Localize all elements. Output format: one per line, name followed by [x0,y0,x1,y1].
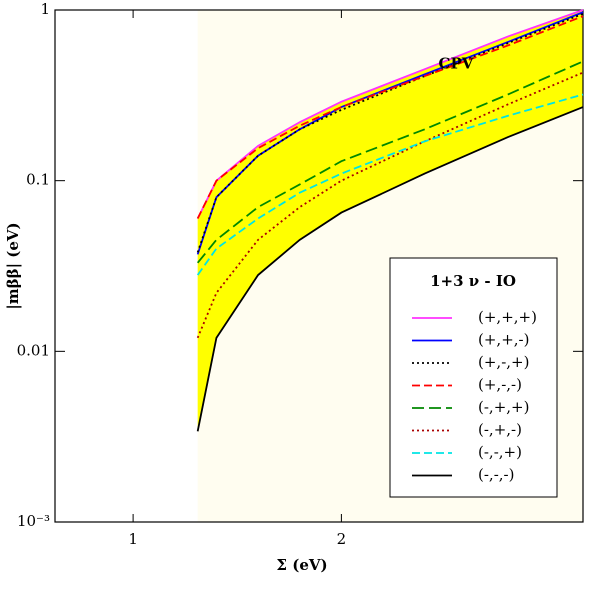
series-line [196,11,584,255]
plot-frame [54,9,584,523]
series-line [196,15,584,219]
series-line [196,12,584,253]
legend-label: (-,+,+) [478,398,529,416]
legend-label: (+,+,-) [478,331,529,349]
annotation: CPV [439,54,474,72]
x-axis-label: Σ (eV) [276,556,327,574]
series-line [196,71,584,339]
series-line [196,106,584,432]
y-axis-label: |mββ| (eV) [4,222,22,309]
legend-label: (+,+,+) [478,308,537,326]
series-line [196,93,584,276]
y-tick-label: 10⁻³ [17,512,50,530]
series-line [196,60,584,264]
legend-label: (+,-,+) [478,353,529,371]
legend-label: (+,-,-) [478,376,522,394]
y-tick-label: 0.01 [17,341,50,359]
y-tick-label: 0.1 [26,171,50,189]
legend-label: (-,+,-) [478,421,522,439]
legend-label: (-,-,-) [478,466,514,484]
legend-title: 1+3 ν - IO [430,272,516,290]
legend-label: (-,-,+) [478,443,522,461]
cpv-band [197,10,583,432]
legend-box [389,257,558,498]
y-tick-label: 1 [40,0,50,18]
x-tick-label: 1 [128,530,138,548]
x-tick-label: 2 [337,530,347,548]
